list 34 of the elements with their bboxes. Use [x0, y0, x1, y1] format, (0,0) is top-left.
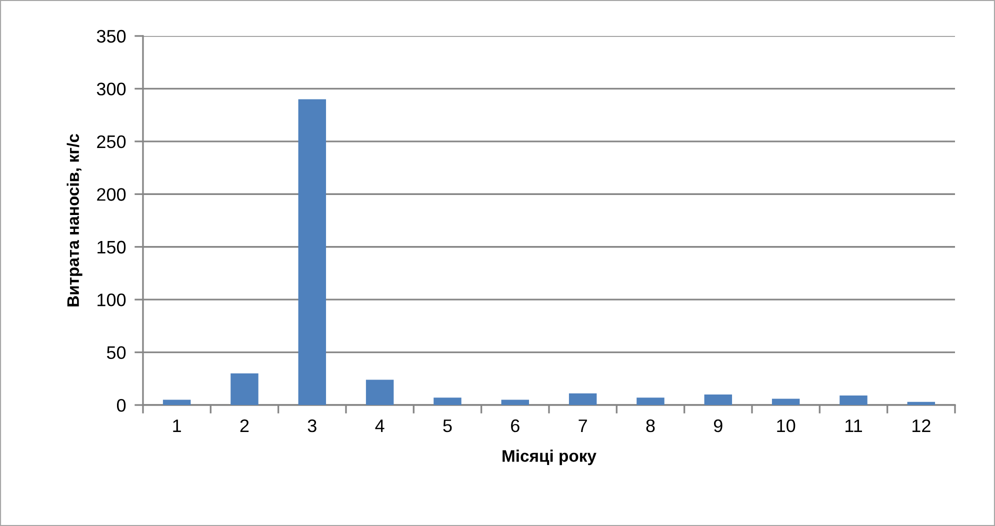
x-axis-title: Місяці року: [502, 450, 596, 466]
bar: [230, 373, 258, 406]
x-tick-label: 6: [511, 419, 520, 432]
bar: [636, 398, 664, 406]
bar: [366, 380, 394, 406]
x-tick-label: 10: [777, 419, 796, 432]
bar: [298, 99, 326, 406]
y-tick-label: 250: [97, 135, 126, 148]
x-tick-label: 5: [443, 420, 452, 432]
x-tick-label: 3: [308, 419, 316, 432]
y-tick-label: 100: [98, 294, 126, 306]
bar: [501, 400, 530, 406]
x-tick-label: 7: [578, 420, 587, 432]
bar: [840, 396, 868, 406]
y-tick-label: 200: [97, 188, 126, 201]
y-axis-title: Витрата наносів, кг/с: [66, 134, 82, 306]
x-tick-label: 4: [375, 420, 384, 432]
bar: [704, 394, 732, 406]
bar: [162, 400, 191, 406]
x-tick-label: 8: [646, 419, 655, 432]
y-tick-label: 50: [106, 346, 126, 360]
x-tick-label: 12: [912, 419, 930, 432]
bar: [907, 402, 936, 406]
x-tick-label: 11: [846, 420, 862, 432]
x-tick-label: 2: [240, 419, 249, 432]
x-tick-label: 1: [173, 420, 181, 432]
y-tick-label: 300: [96, 82, 126, 96]
bar: [434, 398, 462, 406]
y-tick-label: 350: [96, 30, 126, 43]
x-tick-label: 9: [714, 419, 722, 432]
y-tick-label: 0: [116, 398, 126, 412]
bar: [772, 398, 800, 406]
y-tick-label: 150: [98, 240, 126, 254]
bar: [568, 393, 597, 406]
